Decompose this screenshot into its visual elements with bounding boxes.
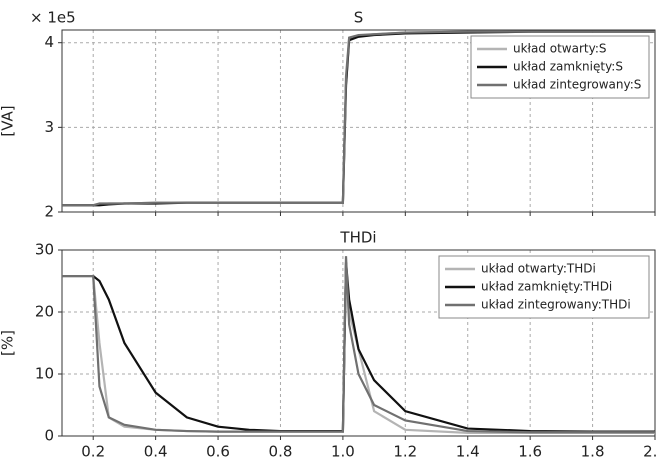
legend-label: układ zintegrowany:S: [513, 78, 641, 92]
y-tick-label: 20: [35, 303, 54, 321]
legend-label: układ zamknięty:THDi: [481, 280, 612, 294]
x-tick-label: 0.8: [269, 443, 293, 461]
y-multiplier: × 1e5: [30, 9, 76, 27]
y-tick-label: 4: [44, 33, 54, 51]
legend: układ otwarty:S układ zamknięty:S układ zi…: [470, 35, 650, 99]
y-axis-label: [VA]: [0, 105, 17, 136]
y-tick-label: 3: [44, 118, 54, 136]
y-tick-label: 0: [44, 427, 54, 445]
y-tick-label: 30: [35, 241, 54, 259]
legend-label: układ otwarty:S: [513, 42, 607, 56]
x-tick-label: 1.6: [518, 443, 542, 461]
legend-box: [470, 35, 650, 99]
x-tick-label: 1.0: [331, 443, 355, 461]
series-line: [62, 30, 655, 207]
chart-title: THDi: [339, 229, 376, 247]
x-tick-label: 0.4: [144, 443, 168, 461]
plot-frame: [61, 29, 656, 213]
legend-label: układ otwarty:THDi: [481, 262, 596, 276]
legend-label: układ zintegrowany:THDi: [481, 298, 631, 312]
x-tick-label: 1.4: [456, 443, 480, 461]
x-tick-label: 1.8: [581, 443, 605, 461]
chart-title: S: [354, 9, 364, 27]
x-tick-label: 0.2: [81, 443, 105, 461]
plot-frame: [61, 249, 656, 437]
x-tick-label: 1.2: [393, 443, 417, 461]
y-tick-label: 10: [35, 365, 54, 383]
x-tick-label: 2.0: [643, 443, 657, 461]
y-tick-label: 2: [44, 203, 54, 221]
legend: układ otwarty:THDi układ zamknięty:THDi uk…: [438, 255, 650, 319]
y-axis-label: [%]: [0, 330, 17, 356]
x-tick-label: 0.6: [206, 443, 230, 461]
legend-label: układ zamknięty:S: [513, 60, 623, 74]
series-line: [62, 256, 655, 434]
